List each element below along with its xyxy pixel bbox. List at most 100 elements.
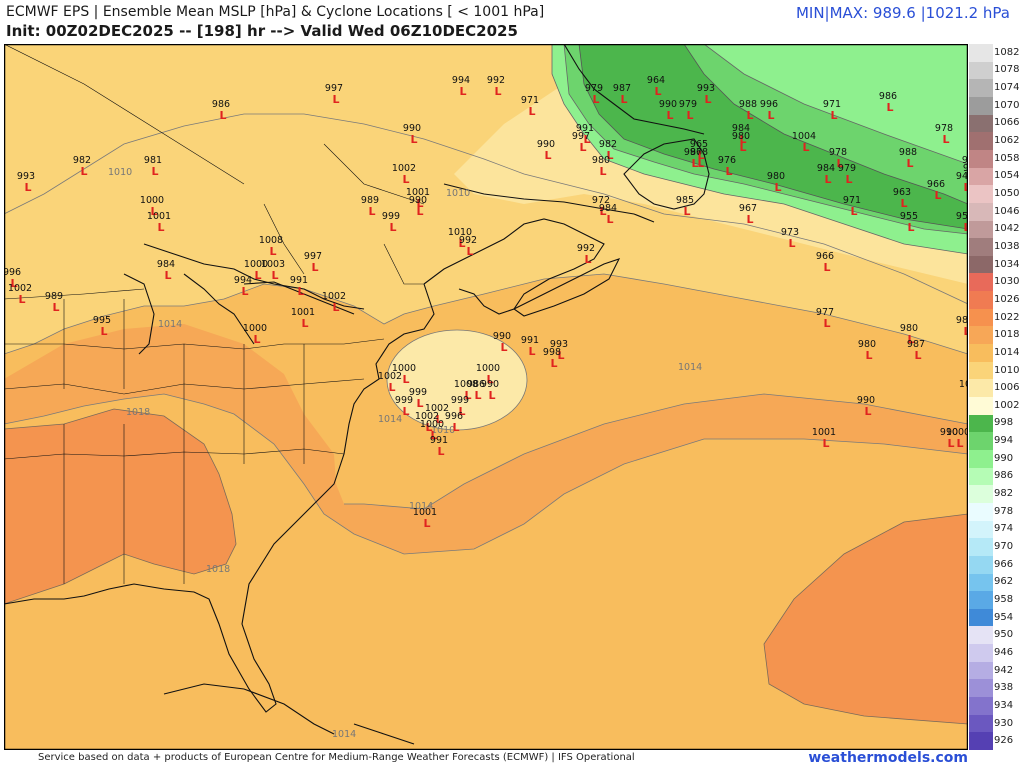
colorbar-cell <box>969 502 993 522</box>
colorbar-tick-label: 926 <box>994 735 1014 747</box>
cyclone-low-marker-icon: L <box>151 165 158 178</box>
isobar-label: 1018 <box>126 407 150 418</box>
colorbar-tick-label: 970 <box>994 541 1014 553</box>
cyclone-pressure-label: 994 <box>452 75 470 86</box>
cyclone-low-marker-icon: L <box>666 109 673 122</box>
cyclone-pressure-label: 1000 <box>476 363 500 374</box>
cyclone-pressure-label: 987 <box>613 83 631 94</box>
min-max-readout: MIN|MAX: 989.6 |1021.2 hPa <box>795 4 1010 22</box>
cyclone-pressure-label: 993 <box>17 171 35 182</box>
footer-credit: Service based on data + products of Euro… <box>38 752 635 763</box>
colorbar-cell <box>969 44 993 63</box>
cyclone-low-marker-icon: L <box>725 165 732 178</box>
colorbar-cell <box>969 626 993 645</box>
colorbar-tick-label: 986 <box>994 470 1014 482</box>
cyclone-low-marker-icon: L <box>550 357 557 370</box>
cyclone-low-marker-icon: L <box>697 149 704 162</box>
cyclone-low-marker-icon: L <box>934 189 941 202</box>
colorbar-tick-label: 1070 <box>994 99 1020 111</box>
cyclone-low-marker-icon: L <box>416 197 423 210</box>
cyclone-pressure-label: 990 <box>537 139 555 150</box>
cyclone-pressure-label: 990 <box>403 123 421 134</box>
cyclone-low-marker-icon: L <box>802 141 809 154</box>
colorbar-tick-label: 950 <box>994 629 1014 641</box>
cyclone-low-marker-icon: L <box>850 205 857 218</box>
cyclone-pressure-label: 984 <box>732 123 750 134</box>
colorbar-cell <box>969 202 993 221</box>
cyclone-pressure-label: 1002 <box>322 291 346 302</box>
colorbar-tick-label: 954 <box>994 611 1014 623</box>
cyclone-low-marker-icon: L <box>488 389 495 402</box>
cyclone-low-marker-icon: L <box>269 245 276 258</box>
cyclone-pressure-label: 984 <box>599 203 617 214</box>
cyclone-pressure-label: 976 <box>718 155 736 166</box>
cyclone-pressure-label: 991 <box>290 275 308 286</box>
colorbar-cell <box>969 238 993 257</box>
cyclone-pressure-label: 996 <box>4 267 21 278</box>
colorbar-tick-label: 966 <box>994 558 1014 570</box>
cyclone-low-marker-icon: L <box>697 157 704 170</box>
colorbar-tick-label: 978 <box>994 505 1014 517</box>
cyclone-pressure-label: 990 <box>481 379 499 390</box>
cyclone-low-marker-icon: L <box>388 381 395 394</box>
high-pressure-region-southeast <box>4 408 237 605</box>
colorbar-cell <box>969 414 993 433</box>
colorbar-cell <box>969 291 993 310</box>
cyclone-pressure-label: 996 <box>760 99 778 110</box>
colorbar-tick-label: 1054 <box>994 170 1020 182</box>
colorbar-tick-label: 1018 <box>994 329 1020 341</box>
colorbar-cell <box>969 220 993 239</box>
high-pressure-region-atlantic <box>763 513 968 725</box>
cyclone-low-marker-icon: L <box>592 93 599 106</box>
colorbar-tick-label: 998 <box>994 417 1014 429</box>
cyclone-low-marker-icon: L <box>18 293 25 306</box>
cyclone-pressure-label: 1000 <box>140 195 164 206</box>
isobar-label: 1010 <box>431 425 455 436</box>
colorbar-tick-label: 1082 <box>994 46 1020 58</box>
cyclone-pressure-label: 971 <box>823 99 841 110</box>
cyclone-low-marker-icon: L <box>459 85 466 98</box>
cyclone-pressure-label: 979 <box>838 163 856 174</box>
cyclone-pressure-label: 992 <box>577 243 595 254</box>
cyclone-low-marker-icon: L <box>746 213 753 226</box>
cyclone-pressure-label: 1010 <box>448 227 472 238</box>
offshore-low-contour <box>386 329 528 431</box>
colorbar-cell <box>969 679 993 698</box>
cyclone-low-marker-icon: L <box>947 437 954 450</box>
isobar-label: 1014 <box>678 362 702 373</box>
cyclone-low-marker-icon: L <box>907 333 914 346</box>
cyclone-low-marker-icon: L <box>297 285 304 298</box>
cyclone-pressure-label: 994 <box>234 275 252 286</box>
cyclone-low-marker-icon: L <box>311 261 318 274</box>
colorbar-tick-label: 1058 <box>994 152 1020 164</box>
isobar-label: 1014 <box>409 501 433 512</box>
colorbar-tick-label: 1006 <box>994 382 1020 394</box>
cyclone-low-marker-icon: L <box>906 157 913 170</box>
cyclone-pressure-label: 1000 <box>244 259 268 270</box>
map-title: ECMWF EPS | Ensemble Mean MSLP [hPa] & C… <box>6 4 545 20</box>
cyclone-low-marker-icon: L <box>830 109 837 122</box>
footer-site-link[interactable]: weathermodels.com <box>808 750 968 766</box>
colorbar-cell <box>969 185 993 204</box>
cyclone-pressure-label: 988 <box>739 99 757 110</box>
colorbar-cell <box>969 538 993 557</box>
cyclone-pressure-label: 991 <box>430 435 448 446</box>
colorbar-tick-label: 938 <box>994 682 1014 694</box>
cyclone-pressure-label: 984 <box>157 259 175 270</box>
cyclone-low-marker-icon: L <box>271 269 278 282</box>
cyclone-pressure-label: 991 <box>576 123 594 134</box>
colorbar-tick-label: 1062 <box>994 135 1020 147</box>
cyclone-low-marker-icon: L <box>494 85 501 98</box>
cyclone-low-marker-icon: L <box>584 253 591 266</box>
colorbar-tick-label: 974 <box>994 523 1014 535</box>
cyclone-pressure-label: 986 <box>956 315 968 326</box>
cyclone-pressure-label: 1001 <box>147 211 171 222</box>
cyclone-pressure-label: 986 <box>467 379 485 390</box>
cyclone-low-marker-icon: L <box>836 157 843 170</box>
cyclone-low-marker-icon: L <box>458 237 465 250</box>
colorbar-tick-label: 958 <box>994 593 1014 605</box>
cyclone-pressure-label: 979 <box>585 83 603 94</box>
cyclone-pressure-label: 1008 <box>454 379 478 390</box>
colorbar-tick-label: 994 <box>994 435 1014 447</box>
cyclone-low-marker-icon: L <box>528 105 535 118</box>
